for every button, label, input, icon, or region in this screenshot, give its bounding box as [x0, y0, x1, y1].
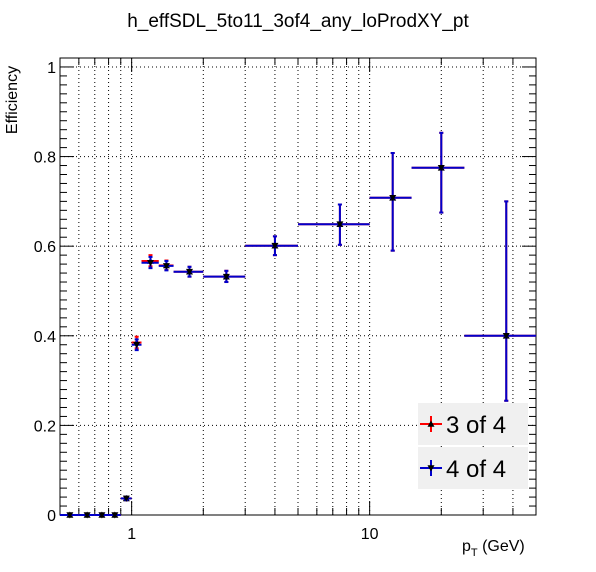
data-point	[502, 332, 510, 340]
grid	[60, 58, 536, 515]
data-point	[111, 512, 119, 519]
y-tick-label: 1	[47, 60, 56, 77]
legend-label-1: 4 of 4	[446, 456, 506, 483]
legend-swatch-marker	[427, 465, 435, 472]
data-point	[271, 242, 279, 250]
y-tick-label: 0.2	[34, 418, 56, 435]
data-point	[162, 263, 170, 270]
data-point	[146, 259, 154, 267]
y-tick-label: 0.8	[34, 150, 56, 167]
x-tick-label: 1	[127, 526, 136, 543]
x-axis-label-unit: (GeV)	[478, 538, 525, 555]
y-tick-label: 0.6	[34, 239, 56, 256]
x-axis-label-sub: T	[471, 547, 478, 559]
chart-title: h_effSDL_5to11_3of4_any_loProdXY_pt	[127, 11, 469, 32]
legend-swatch-marker	[427, 420, 435, 427]
legend-label-0: 3 of 4	[446, 412, 506, 439]
data-point	[83, 512, 91, 519]
data-point	[389, 194, 397, 202]
data-point	[185, 268, 193, 276]
y-axis-label: Efficiency	[4, 66, 21, 134]
data-point	[98, 512, 106, 519]
data-point	[66, 512, 74, 519]
data-point	[133, 341, 141, 349]
x-axis-label-main: p	[462, 538, 471, 555]
axes: 1 10 0 0.2 0.4 0.6 0.8 1	[34, 57, 537, 543]
x-tick-label: 10	[361, 526, 379, 543]
data-point	[122, 495, 130, 502]
y-tick-label: 0.4	[34, 329, 56, 346]
series-1	[60, 131, 536, 519]
data-point	[437, 164, 445, 172]
y-tick-label: 0	[47, 508, 56, 525]
data-point	[336, 221, 344, 228]
legend: 3 of 4 4 of 4	[418, 403, 528, 489]
x-axis-label: pT (GeV)	[462, 538, 525, 559]
data-point	[222, 273, 230, 281]
series-layer	[60, 131, 536, 519]
